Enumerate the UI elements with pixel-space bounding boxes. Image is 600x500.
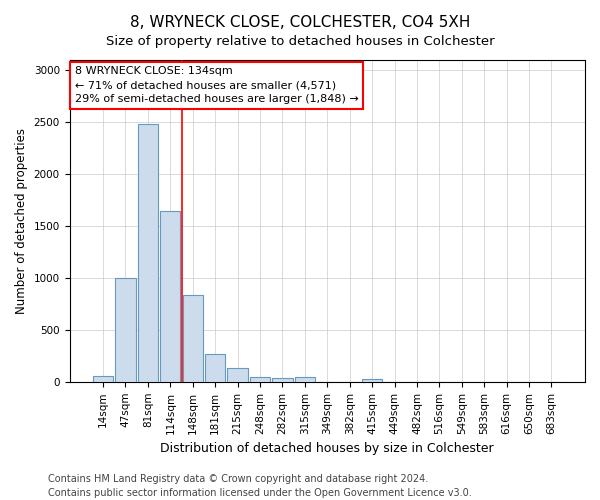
Bar [227, 368, 248, 382]
Bar [182, 294, 203, 382]
Bar [295, 376, 315, 382]
Bar [160, 210, 181, 382]
Bar [250, 376, 270, 382]
Bar [138, 124, 158, 382]
Bar [93, 376, 113, 382]
Y-axis label: Number of detached properties: Number of detached properties [15, 128, 28, 314]
Text: Contains HM Land Registry data © Crown copyright and database right 2024.
Contai: Contains HM Land Registry data © Crown c… [48, 474, 472, 498]
Bar [362, 378, 382, 382]
Text: Size of property relative to detached houses in Colchester: Size of property relative to detached ho… [106, 35, 494, 48]
X-axis label: Distribution of detached houses by size in Colchester: Distribution of detached houses by size … [160, 442, 494, 455]
Text: 8 WRYNECK CLOSE: 134sqm
← 71% of detached houses are smaller (4,571)
29% of semi: 8 WRYNECK CLOSE: 134sqm ← 71% of detache… [74, 66, 358, 104]
Bar [272, 378, 293, 382]
Bar [205, 354, 225, 382]
Bar [115, 278, 136, 382]
Text: 8, WRYNECK CLOSE, COLCHESTER, CO4 5XH: 8, WRYNECK CLOSE, COLCHESTER, CO4 5XH [130, 15, 470, 30]
